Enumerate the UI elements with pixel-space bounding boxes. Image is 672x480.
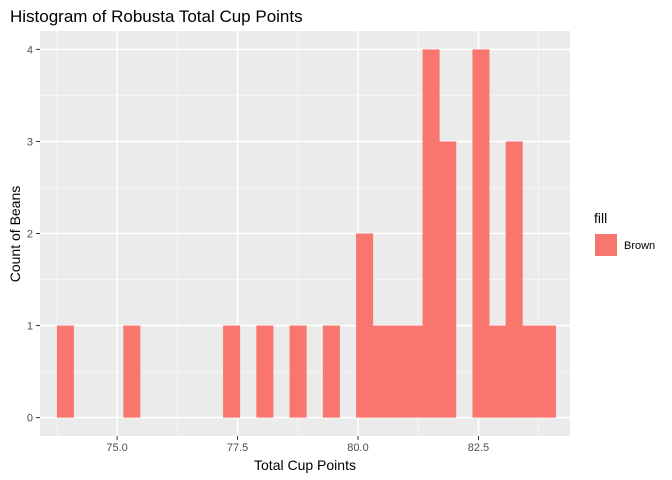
histogram-bar <box>372 325 390 418</box>
x-axis-ticks: 75.0 77.5 80.0 82.5 <box>106 436 489 454</box>
x-tick-label: 77.5 <box>227 442 248 454</box>
histogram-bars <box>56 49 556 418</box>
legend-key-brown <box>595 234 617 256</box>
histogram-bar <box>356 233 374 418</box>
histogram-bar <box>472 49 490 418</box>
histogram-bar <box>223 325 241 418</box>
legend: fill Brown <box>594 210 655 256</box>
histogram-bar <box>489 325 507 418</box>
y-axis-ticks: 0 1 2 3 4 <box>27 44 40 425</box>
y-tick-label: 4 <box>27 44 33 56</box>
histogram-bar <box>405 325 423 418</box>
y-tick-label: 1 <box>27 321 33 333</box>
legend-label-brown: Brown <box>624 240 655 252</box>
x-tick-label: 82.5 <box>468 442 489 454</box>
histogram-bar <box>289 325 307 418</box>
histogram-bar <box>505 141 523 418</box>
x-tick-label: 75.0 <box>106 442 127 454</box>
histogram-bar <box>256 325 274 418</box>
histogram-bar <box>538 325 556 418</box>
x-tick-label: 80.0 <box>347 442 368 454</box>
legend-title: fill <box>594 210 607 226</box>
y-tick-label: 2 <box>27 229 33 241</box>
histogram-bar <box>123 325 141 418</box>
histogram-bar <box>439 141 457 418</box>
y-axis-title: Count of Beans <box>7 186 23 283</box>
histogram-bar <box>522 325 540 418</box>
histogram-bar <box>56 325 74 418</box>
y-tick-label: 0 <box>27 413 33 425</box>
histogram-bar <box>389 325 407 418</box>
chart-title: Histogram of Robusta Total Cup Points <box>10 7 303 26</box>
x-axis-title: Total Cup Points <box>254 457 356 473</box>
histogram-bar <box>422 49 440 418</box>
histogram-bar <box>322 325 340 418</box>
y-tick-label: 3 <box>27 136 33 148</box>
